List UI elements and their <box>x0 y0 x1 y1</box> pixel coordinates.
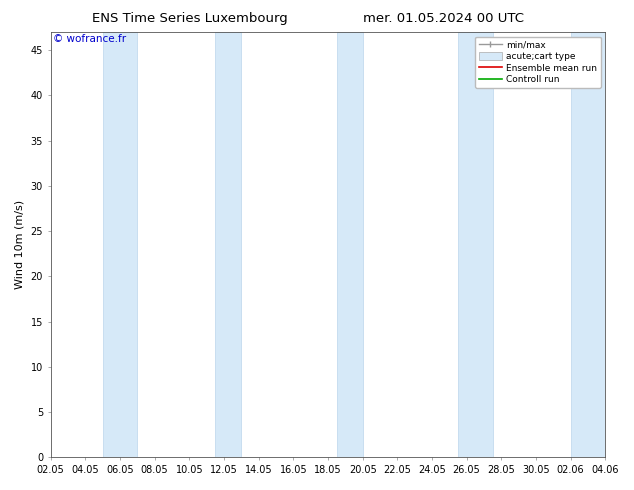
Bar <box>337 32 363 457</box>
Text: © wofrance.fr: © wofrance.fr <box>53 34 127 44</box>
Bar <box>571 32 614 457</box>
Bar <box>216 32 242 457</box>
Bar <box>103 32 138 457</box>
Y-axis label: Wind 10m (m/s): Wind 10m (m/s) <box>15 200 25 289</box>
Text: mer. 01.05.2024 00 UTC: mer. 01.05.2024 00 UTC <box>363 12 524 25</box>
Text: ENS Time Series Luxembourg: ENS Time Series Luxembourg <box>93 12 288 25</box>
Legend: min/max, acute;cart type, Ensemble mean run, Controll run: min/max, acute;cart type, Ensemble mean … <box>476 37 601 88</box>
Bar <box>458 32 493 457</box>
